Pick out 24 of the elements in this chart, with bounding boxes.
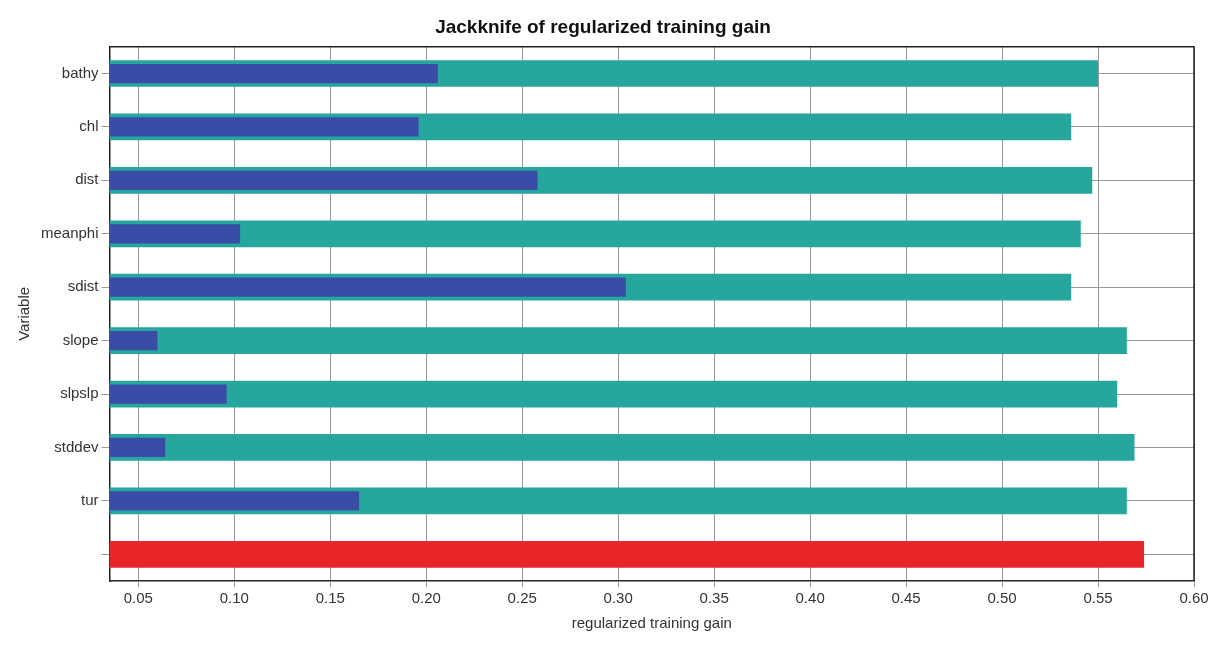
- x-tick-label: 0.55: [1083, 589, 1113, 607]
- y-tick-label: chl: [79, 117, 99, 135]
- chart-title: Jackknife of regularized training gain: [435, 15, 771, 37]
- y-tick-label: meanphi: [40, 223, 99, 241]
- x-tick-label: 0.15: [315, 589, 345, 607]
- y-tick-label: dist: [75, 170, 100, 188]
- x-tick-label: 0.05: [123, 589, 153, 607]
- y-tick-label: bathy: [61, 63, 100, 81]
- y-axis-title: Variable: [15, 286, 33, 341]
- x-tick-label: 0.30: [603, 589, 633, 607]
- x-axis-title: regularized training gain: [571, 614, 732, 632]
- x-tick-label: 0.45: [891, 589, 921, 607]
- y-tick-label: tur: [81, 491, 99, 509]
- y-tick-label: slpslp: [60, 384, 99, 402]
- y-tick-label: stddev: [54, 437, 100, 455]
- x-tick-label: 0.35: [699, 589, 729, 607]
- x-tick-label: 0.10: [219, 589, 249, 607]
- x-tick-label: 0.50: [987, 589, 1017, 607]
- x-tick-label: 0.60: [1179, 589, 1209, 607]
- x-tick-label: 0.20: [411, 589, 441, 607]
- y-tick-label: slope: [62, 330, 99, 348]
- x-tick-label: 0.25: [507, 589, 537, 607]
- x-tick-label: 0.40: [795, 589, 825, 607]
- y-tick-label: sdist: [67, 277, 100, 295]
